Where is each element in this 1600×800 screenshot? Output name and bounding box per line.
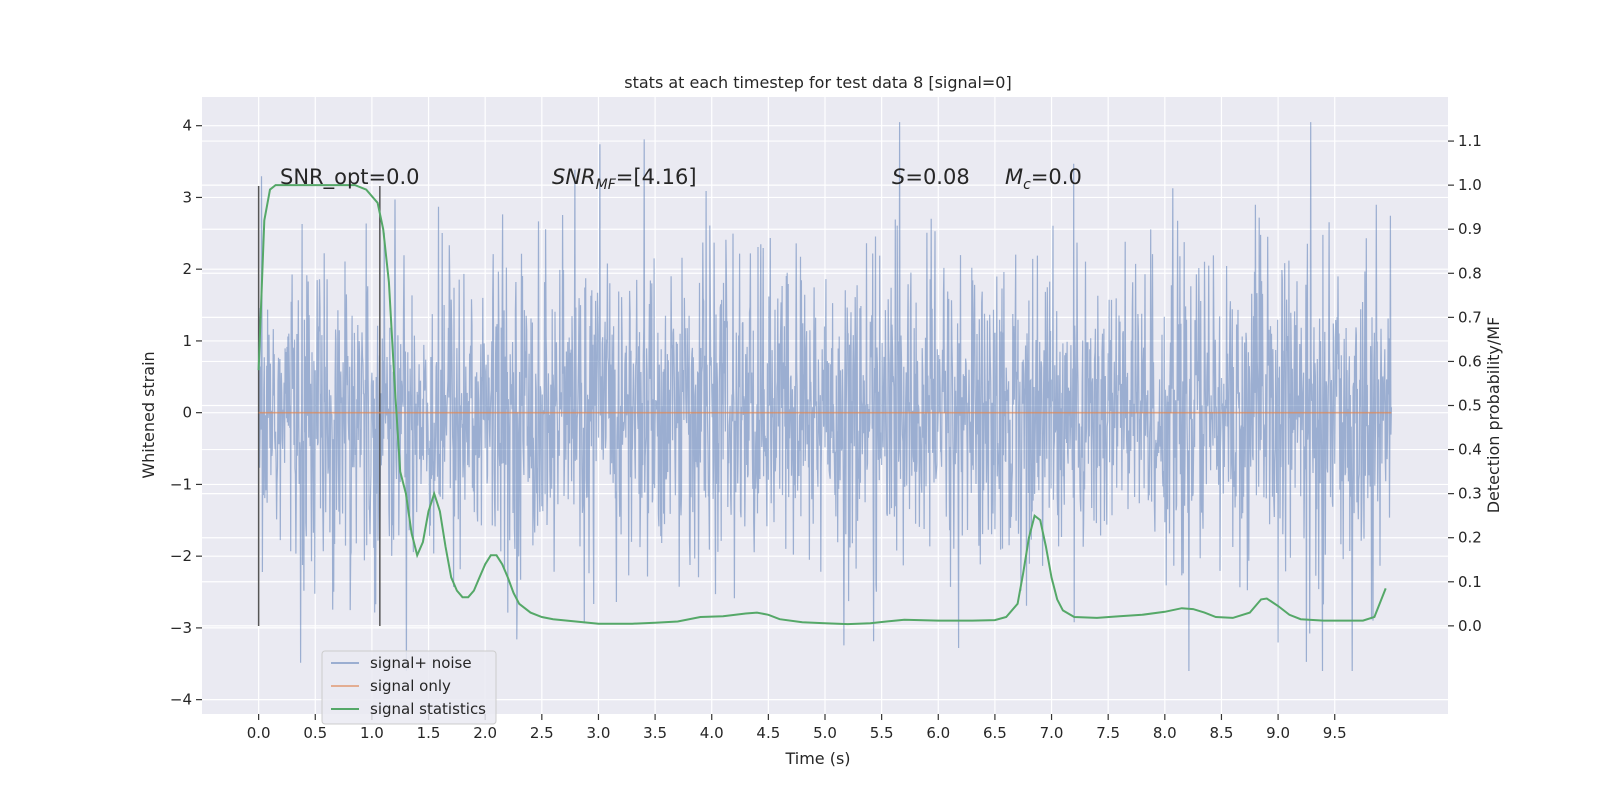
y-right-tick-label: 0.3 <box>1458 485 1482 503</box>
y-axis-right-label: Detection probability/MF <box>1484 317 1503 514</box>
y-left-tick-label: 0 <box>182 404 192 422</box>
x-tick-label: 9.5 <box>1323 724 1347 742</box>
x-tick-label: 4.0 <box>700 724 724 742</box>
y-left-tick-label: −2 <box>170 547 192 565</box>
x-tick-label: 2.0 <box>473 724 497 742</box>
signal-noise-series <box>258 122 1392 672</box>
y-right-tick-label: 0.7 <box>1458 308 1482 326</box>
annotation-mc-var: M <box>1005 165 1023 189</box>
x-tick-label: 5.0 <box>813 724 837 742</box>
legend: signal+ noise signal only signal statist… <box>321 650 497 725</box>
annotation-snr-mf-sub: MF <box>596 177 617 193</box>
y-left-tick-label: −4 <box>170 691 192 709</box>
annotations: SNR_opt=0.0 SNRMF=[4.16] S=0.08 Mc=0.0 <box>280 165 1082 193</box>
annotation-s: S=0.08 <box>892 165 970 189</box>
y-right-tick-label: 0.5 <box>1458 397 1482 415</box>
y-right-tick-label: 1.1 <box>1458 132 1482 150</box>
y-right-tick-label: 0.9 <box>1458 220 1482 238</box>
y-left-tick-label: 1 <box>182 332 192 350</box>
annotation-mc: Mc=0.0 <box>1005 165 1082 193</box>
x-tick-label: 6.0 <box>926 724 950 742</box>
x-tick-label: 8.0 <box>1153 724 1177 742</box>
x-tick-label: 8.5 <box>1210 724 1234 742</box>
annotation-snr-mf-main: SNR <box>552 165 596 189</box>
y-left-tick-label: 3 <box>182 188 192 206</box>
y-right-tick-label: 0.0 <box>1458 617 1482 635</box>
signal-noise-line <box>258 122 1392 672</box>
y-right-tick-label: 0.1 <box>1458 573 1482 591</box>
vertical-markers <box>257 186 381 626</box>
y-axis-left-label: Whitened strain <box>139 351 158 478</box>
y-right-tick-label: 1.0 <box>1458 176 1482 194</box>
x-tick-label: 7.5 <box>1096 724 1120 742</box>
x-axis-label: Time (s) <box>784 749 850 768</box>
y-left-tick-label: −1 <box>170 475 192 493</box>
line-series <box>257 184 1392 626</box>
x-tick-label: 3.5 <box>643 724 667 742</box>
annotation-snr-mf: SNRMF=[4.16] <box>552 165 697 193</box>
x-tick-label: 1.5 <box>417 724 441 742</box>
y-left-tick-label: −3 <box>170 619 192 637</box>
axes: 0.0 0.5 1.0 1.5 2.0 2.5 3.0 3.5 4.0 4.5 5.0 5.5 6.0 6… <box>170 117 1482 742</box>
annotation-mc-sub: c <box>1023 177 1031 193</box>
x-tick-label: 1.0 <box>360 724 384 742</box>
y-right-tick-label: 0.2 <box>1458 529 1482 547</box>
legend-label-signal-noise: signal+ noise <box>370 654 472 672</box>
y-left-tick-label: 4 <box>182 117 192 135</box>
legend-label-signal-only: signal only <box>370 677 451 695</box>
y-left-tick-label: 2 <box>182 260 192 278</box>
y-right-tick-label: 0.6 <box>1458 352 1482 370</box>
signal-statistics-line <box>257 184 1387 626</box>
annotation-mc-value: =0.0 <box>1031 165 1082 189</box>
annotation-s-var: S <box>892 165 905 189</box>
annotation-snr-opt: SNR_opt=0.0 <box>280 165 420 190</box>
y-right-tick-label: 0.8 <box>1458 264 1482 282</box>
annotation-snr-mf-value: =[4.16] <box>616 165 697 189</box>
x-tick-label: 2.5 <box>530 724 554 742</box>
x-tick-label: 3.0 <box>587 724 611 742</box>
annotation-s-value: =0.08 <box>905 165 969 189</box>
x-tick-label: 6.5 <box>983 724 1007 742</box>
legend-box <box>321 650 497 725</box>
legend-label-signal-statistics: signal statistics <box>370 700 486 718</box>
chart-title: stats at each timestep for test data 8 [… <box>624 73 1011 92</box>
x-tick-label: 0.5 <box>303 724 327 742</box>
x-tick-label: 9.0 <box>1266 724 1290 742</box>
y-right-tick-label: 0.4 <box>1458 441 1482 459</box>
x-tick-label: 0.0 <box>247 724 271 742</box>
x-tick-label: 4.5 <box>756 724 780 742</box>
x-tick-label: 7.0 <box>1040 724 1064 742</box>
x-tick-label: 5.5 <box>870 724 894 742</box>
